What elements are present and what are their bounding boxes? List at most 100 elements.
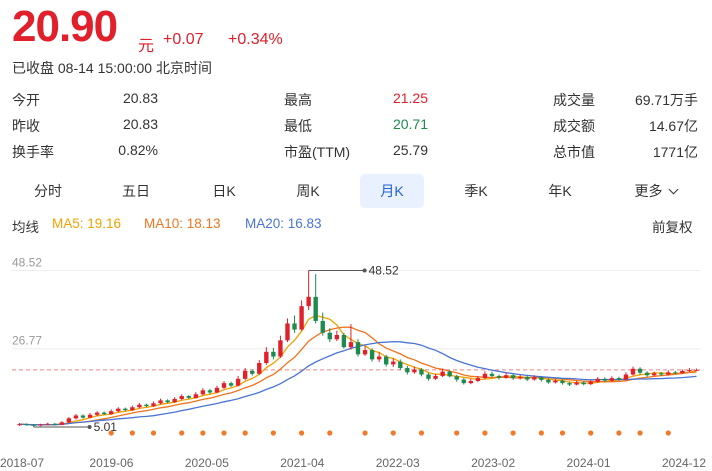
stat-label-low: 最低 [284,118,312,134]
candle-body [151,403,156,407]
tab-yearly-k[interactable]: 年K [548,183,572,199]
candle-body [405,368,410,373]
candle-body [257,362,262,374]
event-marker [221,430,227,436]
candle-body [137,404,142,408]
candle-body [87,414,93,418]
candle-body [264,351,269,363]
adjust-mode[interactable]: 前复权 [652,220,693,235]
candle-body [172,398,177,403]
candle-body [369,350,375,360]
stat-label-turnover-rate: 换手率 [12,144,54,160]
candle-body [630,368,636,375]
candle-body [419,369,424,375]
candle-body [553,380,558,383]
min-annotation-dot [87,424,92,429]
ma5-readout: MA5: 19.16 [52,216,122,231]
candle-body [475,378,481,381]
tab-monthly-k[interactable]: 月K [360,174,424,208]
x-tick-label: 2023-02 [471,456,515,470]
price-change: +0.07 [163,31,204,48]
y-tick-label: 48.52 [12,256,42,270]
candle-body [31,424,36,426]
candle-body [186,396,191,398]
candle-body [412,369,417,373]
candle-body [292,323,297,330]
candle-body [581,382,586,385]
tab-daily-k[interactable]: 日K [212,183,236,199]
chevron-down-icon [668,184,679,195]
candle-body [602,378,607,381]
candle-body [673,372,678,374]
tab-five-day[interactable]: 五日 [122,183,150,199]
candle-body [116,408,121,412]
event-marker [179,430,185,436]
stat-label-prev-close: 昨收 [12,118,40,134]
event-marker [390,430,396,436]
candle-body [327,332,332,340]
event-marker [418,430,425,436]
tab-more[interactable]: 更多 [622,174,690,208]
event-marker [588,430,594,436]
tab-weekly-k[interactable]: 周K [296,183,320,199]
monthly-k-chart[interactable]: 48.52 26.77 48.52 5.01 2018-07 2019-06 2020-05… [0,240,712,471]
candle-body [546,379,551,383]
candle-body [73,415,79,419]
candle-body [433,375,438,379]
stat-value-turnover-rate: 0.82% [118,142,158,158]
candle-body [398,361,403,369]
last-price: 20.90 [12,2,118,51]
candle-body [24,424,29,426]
stat-value-low: 20.71 [392,116,428,132]
candle-body [391,361,396,365]
price-change-percent: +0.34% [228,31,283,48]
candle-body [235,378,241,386]
event-marker [108,430,114,436]
period-tabs: 分时 五日 日K 周K 月K 季K 年K 更多 [0,174,712,208]
event-marker [637,430,643,436]
candle-body [637,368,643,373]
tab-intraday[interactable]: 分时 [34,183,62,199]
stat-label-high: 最高 [284,92,312,108]
x-tick-label: 2024-01 [567,456,611,470]
market-status: 已收盘 08-14 15:00:00 北京时间 [12,60,212,76]
tab-quarterly-k[interactable]: 季K [464,183,488,199]
x-tick-label: 2024-12 [662,456,706,470]
candle-body [362,350,368,355]
candle-body [278,340,283,357]
candle-body [144,404,149,407]
stat-value-prev-close: 20.83 [122,116,158,132]
stat-value-turnover: 14.67亿 [648,118,698,134]
candle-body [165,400,170,403]
candle-body [179,396,184,399]
event-marker [150,430,157,436]
candle-body [80,415,86,418]
stat-value-high: 21.25 [392,90,428,106]
stat-value-pe-ttm: 25.79 [392,142,428,158]
candle-body [130,407,135,411]
tab-more-label: 更多 [634,183,663,199]
candle-body [440,371,445,376]
candle-body [489,373,495,376]
candle-body [320,320,325,333]
candle-body [355,342,361,355]
candle-body [468,380,474,384]
candle-body [52,423,57,425]
price-unit: 元 [138,38,155,55]
event-marker [454,430,460,436]
candle-body [242,370,248,379]
candle-body [496,375,502,378]
candle-body [510,375,516,379]
candle-body [588,381,593,385]
candle-body [299,306,304,330]
event-marker [129,430,135,436]
candle-body [454,376,459,380]
candle-body [574,382,579,385]
candle-body [334,334,340,340]
ma-label[interactable]: 均线 [12,220,39,235]
candle-body [539,377,544,380]
candle-body [66,418,72,423]
event-marker [200,430,206,436]
candle-body [447,371,452,377]
candle-body [659,373,664,375]
